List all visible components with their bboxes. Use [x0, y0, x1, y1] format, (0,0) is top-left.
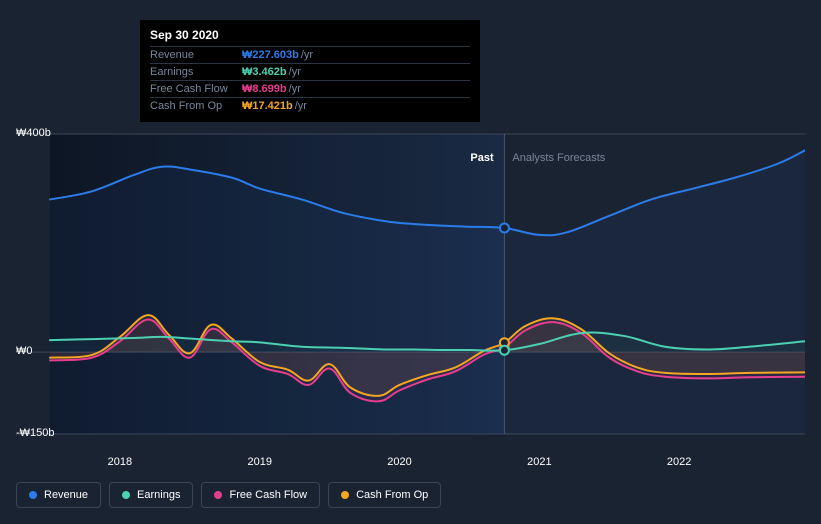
tooltip-metric-label: Cash From Op — [150, 100, 242, 112]
legend-dot — [214, 491, 222, 499]
x-tick-label: 2021 — [527, 456, 551, 468]
tooltip-value: ₩3.462b — [242, 66, 287, 78]
financial-chart[interactable]: ₩400b₩0-₩150b20182019202020212022PastAna… — [16, 120, 805, 440]
tooltip-suffix: /yr — [289, 83, 301, 95]
tooltip-value: ₩8.699b — [242, 83, 287, 95]
legend-dot — [29, 491, 37, 499]
forecast-label: Analysts Forecasts — [512, 152, 605, 164]
y-tick-label: ₩0 — [16, 345, 33, 357]
tooltip-metric-label: Free Cash Flow — [150, 83, 242, 95]
legend-label: Free Cash Flow — [229, 489, 307, 501]
tooltip-date: Sep 30 2020 — [150, 28, 470, 46]
tooltip-suffix: /yr — [301, 49, 313, 61]
legend-item-earnings[interactable]: Earnings — [109, 482, 193, 508]
chart-tooltip: Sep 30 2020 Revenue ₩227.603b /yr Earnin… — [140, 20, 480, 122]
x-tick-label: 2022 — [667, 456, 691, 468]
tooltip-row-revenue: Revenue ₩227.603b /yr — [150, 46, 470, 63]
tooltip-row-cfo: Cash From Op ₩17.421b /yr — [150, 97, 470, 114]
legend-dot — [122, 491, 130, 499]
tooltip-row-fcf: Free Cash Flow ₩8.699b /yr — [150, 80, 470, 97]
legend-label: Revenue — [44, 489, 88, 501]
tooltip-value: ₩17.421b — [242, 100, 293, 112]
chart-svg — [16, 120, 805, 440]
y-tick-label: -₩150b — [16, 427, 55, 439]
tooltip-value: ₩227.603b — [242, 49, 299, 61]
x-tick-label: 2020 — [387, 456, 411, 468]
x-tick-label: 2019 — [247, 456, 271, 468]
x-tick-label: 2018 — [108, 456, 132, 468]
tooltip-row-earnings: Earnings ₩3.462b /yr — [150, 63, 470, 80]
chart-legend: Revenue Earnings Free Cash Flow Cash Fro… — [16, 482, 441, 508]
legend-item-revenue[interactable]: Revenue — [16, 482, 101, 508]
tooltip-metric-label: Revenue — [150, 49, 242, 61]
past-label: Past — [470, 152, 493, 164]
legend-label: Earnings — [137, 489, 180, 501]
y-tick-label: ₩400b — [16, 127, 51, 139]
legend-item-fcf[interactable]: Free Cash Flow — [201, 482, 320, 508]
tooltip-metric-label: Earnings — [150, 66, 242, 78]
legend-dot — [341, 491, 349, 499]
legend-label: Cash From Op — [356, 489, 428, 501]
tooltip-suffix: /yr — [295, 100, 307, 112]
tooltip-suffix: /yr — [289, 66, 301, 78]
legend-item-cfo[interactable]: Cash From Op — [328, 482, 441, 508]
